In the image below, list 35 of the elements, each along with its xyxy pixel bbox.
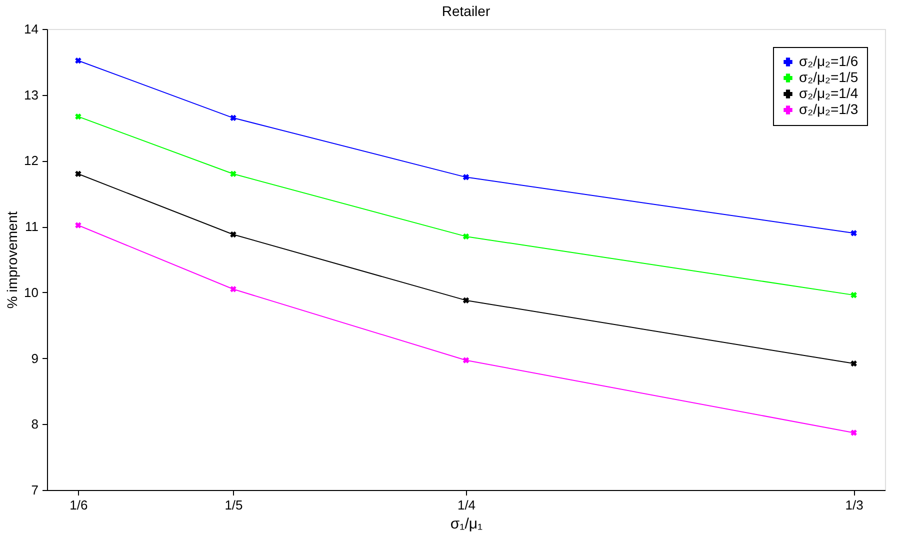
point [462,357,470,364]
y-tick-label: 12 [24,153,38,168]
x-axis-title: σ₁/μ₁ [450,516,483,532]
y-tick-label: 7 [31,482,38,498]
x-tick-label: 1/3 [845,498,864,512]
point [462,174,470,180]
point [850,430,857,436]
x-tick-label: 1/6 [70,498,88,512]
legend-label: σ₂/μ₂=1/3 [799,101,858,117]
y-tick-label: 10 [24,284,38,300]
point [75,57,82,64]
point [75,170,82,178]
x-tick-label: 1/5 [224,498,243,512]
point [850,360,857,367]
y-tick-label: 9 [31,350,38,366]
point [230,231,236,238]
point [230,114,236,122]
chart-title: Retailer [442,3,490,19]
point [462,233,470,240]
legend-label: σ₂/μ₂=1/6 [799,53,858,69]
y-tick-label: 14 [24,22,38,36]
point [75,222,82,228]
point [850,292,857,298]
point [462,297,470,304]
y-tick-label: 11 [25,219,38,234]
y-tick-label: 13 [24,87,38,102]
legend-label: σ₂/μ₂=1/4 [799,85,858,101]
y-tick-label: 8 [31,416,38,432]
point [230,286,236,292]
legend-label: σ₂/μ₂=1/5 [799,69,858,85]
point [850,230,857,236]
point [230,170,236,178]
x-tick-label: 1/4 [457,498,476,512]
point [75,113,82,120]
y-axis-title: % improvement [4,211,20,309]
